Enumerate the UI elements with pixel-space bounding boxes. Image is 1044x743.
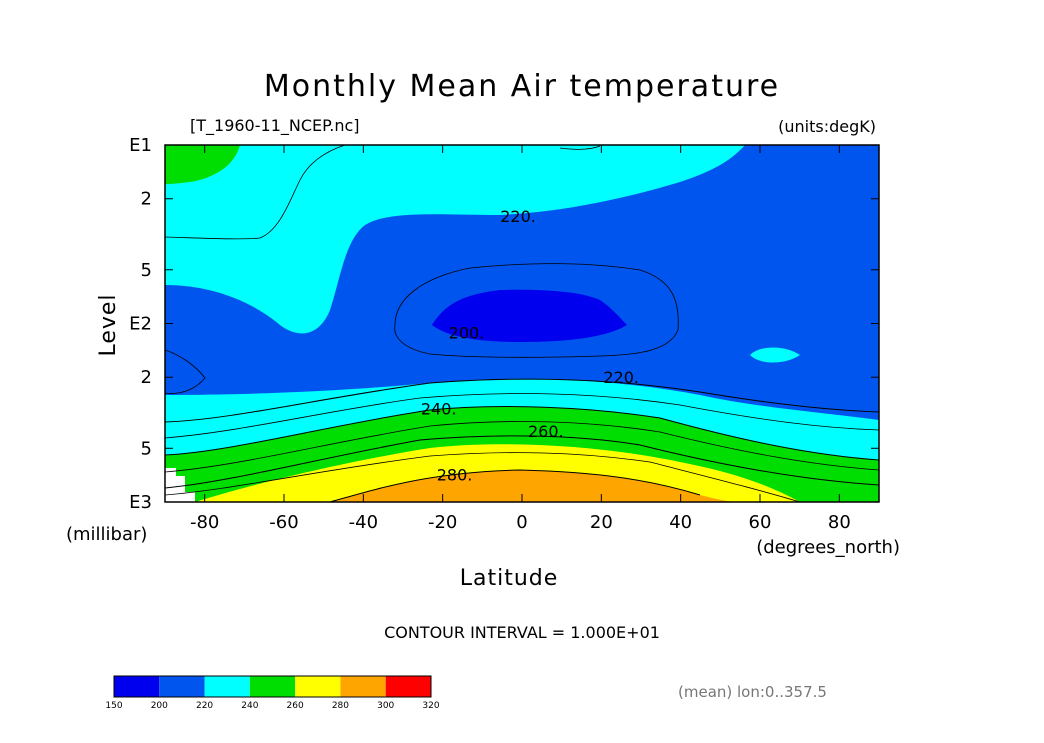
y-axis: E1 2 5 E2 2 5 E3 [129,135,879,513]
colorbar-label: 280 [332,701,349,711]
contour-lines [165,145,879,502]
band-200-220 [165,145,879,420]
x-tick-label: 20 [590,512,613,533]
x-tick-label: 40 [669,512,692,533]
y-tick-label: 2 [141,189,152,210]
colorbar-swatch [340,676,386,697]
colorbar-label: 320 [422,701,439,711]
y-units: (millibar) [66,524,147,545]
x-units: (degrees_north) [756,537,900,558]
colorbar-label: 220 [196,701,213,711]
colorbar-swatch [295,676,341,697]
band-280-300 [330,470,740,502]
contour-interval: CONTOUR INTERVAL = 1.000E+01 [384,623,660,642]
contour-label: 220. [500,207,536,226]
band-240-260 [165,406,879,502]
contour-label: 280. [437,465,473,484]
colorbar-label: 200 [151,701,168,711]
chart-title: Monthly Mean Air temperature [264,69,780,104]
x-tick-label: -60 [269,512,298,533]
colorbar: 150 200 220 240 260 280 300 320 [105,675,440,711]
x-tick-label: 0 [516,512,527,533]
contour-label: 200. [449,323,485,342]
colorbar-swatch [249,676,296,697]
y-axis-label: Level [96,293,121,356]
x-axis-label: Latitude [460,566,559,591]
y-tick-label: E2 [129,314,152,335]
x-tick-label: 80 [828,512,851,533]
units-label: (units:degK) [778,117,876,136]
mean-note: (mean) lon:0..357.5 [678,683,827,701]
colorbar-label: 240 [241,701,258,711]
x-tick-label: -20 [428,512,457,533]
colorbar-swatch [159,676,205,697]
y-tick-label: 5 [141,438,152,459]
y-tick-label: E3 [129,492,152,513]
plot-area [165,145,879,502]
colorbar-label: 300 [377,701,394,711]
y-tick-label: 2 [141,367,152,388]
band-top-left [165,145,240,184]
contour-label: 260. [528,422,564,441]
x-axis: -80 -60 -40 -20 0 20 40 60 80 [190,145,851,533]
colorbar-swatch [204,676,250,697]
x-tick-label: -80 [190,512,219,533]
contour-lines-thick [165,378,879,502]
band-island [750,347,800,363]
band-260-280 [165,435,879,502]
contour-label: 220. [603,368,639,387]
x-tick-label: 60 [749,512,772,533]
x-tick-label: -40 [349,512,378,533]
y-tick-label: 5 [141,260,152,281]
colorbar-swatch [385,676,431,697]
band-180-200 [432,289,627,342]
colorbar-swatch [114,676,160,697]
colorbar-label: 260 [287,701,304,711]
colorbar-frame [113,675,432,698]
colorbar-label: 150 [105,701,122,711]
y-tick-label: E1 [129,135,152,156]
contour-label: 240. [421,400,457,419]
file-label: [T_1960-11_NCEP.nc] [190,116,360,136]
contour-labels: 220. 200. 220. 240. 260. 280. [421,207,639,484]
missing-area [165,468,195,502]
